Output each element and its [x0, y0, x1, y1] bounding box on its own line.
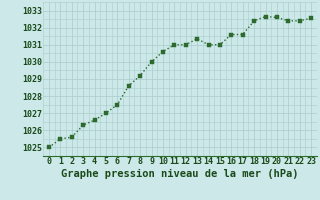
X-axis label: Graphe pression niveau de la mer (hPa): Graphe pression niveau de la mer (hPa)	[61, 169, 299, 179]
